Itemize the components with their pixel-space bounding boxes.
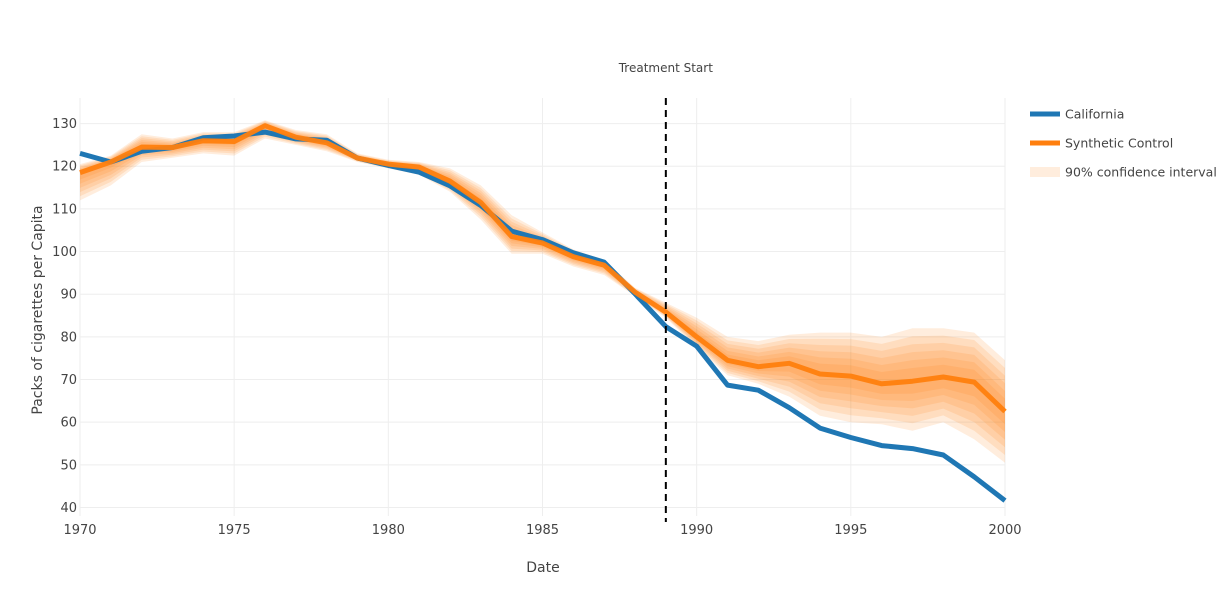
series-lines xyxy=(79,123,1007,503)
legend: California Synthetic Control 90% confidenc… xyxy=(1030,107,1217,180)
confidence-band xyxy=(80,120,1005,463)
confidence-band xyxy=(80,121,1005,455)
legend-item[interactable]: 90% confidence interval xyxy=(1030,165,1217,180)
legend-label: Synthetic Control xyxy=(1065,136,1173,151)
y-tick-label: 90 xyxy=(60,288,77,303)
y-tick-label: 110 xyxy=(52,202,77,217)
treatment-start-label: Treatment Start xyxy=(618,61,713,75)
treatment-annotation: Treatment Start xyxy=(618,61,713,522)
california-line xyxy=(79,129,1007,503)
y-tick-label: 60 xyxy=(60,416,77,431)
y-tick-label: 100 xyxy=(52,245,77,260)
tick-labels: 40 50 60 70 80 90 100 110 120 130 1970 1975 1980 1985… xyxy=(52,117,1021,538)
confidence-band xyxy=(80,123,1005,432)
legend-swatch xyxy=(1030,167,1060,177)
y-axis-title: Packs of cigarettes per Capita xyxy=(30,205,46,414)
y-tick-label: 40 xyxy=(60,501,77,516)
x-tick-label: 1995 xyxy=(834,523,867,538)
synthetic-control-line xyxy=(79,123,1007,414)
x-tick-label: 1975 xyxy=(218,523,251,538)
x-tick-label: 2000 xyxy=(988,523,1021,538)
y-tick-label: 70 xyxy=(60,373,77,388)
x-tick-label: 1990 xyxy=(680,523,713,538)
confidence-band xyxy=(80,122,1005,440)
x-tick-label: 1985 xyxy=(526,523,559,538)
legend-item[interactable]: California xyxy=(1030,107,1124,122)
y-tick-label: 80 xyxy=(60,330,77,345)
legend-item[interactable]: Synthetic Control xyxy=(1030,136,1173,151)
gridlines xyxy=(79,98,1006,516)
x-tick-label: 1980 xyxy=(372,523,405,538)
x-tick-label: 1970 xyxy=(63,523,96,538)
legend-label: 90% confidence interval xyxy=(1065,165,1217,180)
y-tick-label: 50 xyxy=(60,458,77,473)
x-axis-title: Date xyxy=(526,560,559,576)
y-tick-label: 130 xyxy=(52,117,77,132)
y-tick-label: 120 xyxy=(52,160,77,175)
legend-label: California xyxy=(1065,107,1124,122)
